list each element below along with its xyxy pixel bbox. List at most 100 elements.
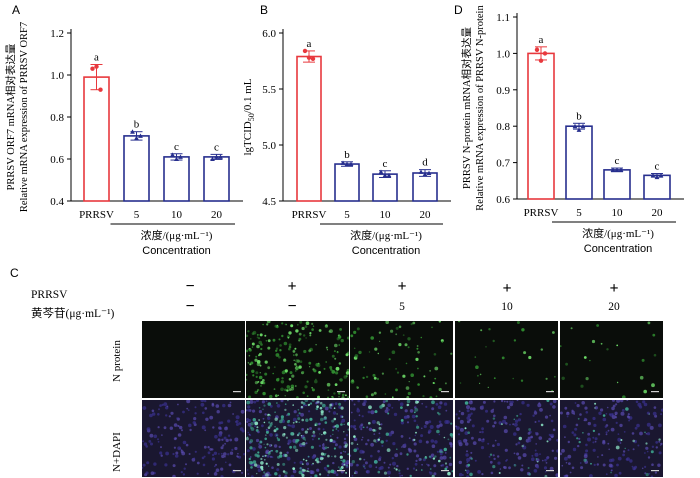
significance-letter: b (576, 110, 582, 122)
data-point (302, 48, 308, 54)
data-point (572, 123, 578, 129)
micrograph-cells (560, 400, 663, 477)
y-label-cn: PRRSV N-protein mRNA相对表达量 (460, 27, 473, 189)
data-point (90, 66, 95, 71)
significance-letter: b (344, 149, 350, 161)
prrsv-mark-3: + (397, 278, 407, 295)
micrograph-merge (142, 400, 245, 477)
bar (603, 169, 631, 200)
drug-mark-1: − (185, 298, 195, 315)
significance-letter: a (307, 38, 312, 50)
micrograph-cells (142, 400, 245, 477)
data-point (422, 171, 428, 177)
bar (83, 76, 110, 202)
micrograph-merge (455, 400, 558, 477)
panel-label-b: B (260, 3, 268, 17)
x-tick-label: 10 (171, 209, 183, 221)
scale-bar (337, 470, 345, 472)
significance-letter: b (134, 119, 140, 131)
y-tick-label: 0.8 (496, 121, 510, 133)
x-tick-label: 20 (420, 209, 432, 221)
micrograph-cells (233, 391, 241, 393)
significance-letter: c (214, 141, 219, 153)
x-label-en: Concentration (142, 245, 211, 257)
micrograph-n-protein (560, 321, 663, 398)
significance-letter: a (94, 52, 99, 64)
x-tick-label: 10 (612, 207, 624, 219)
panel-label-d: D (454, 3, 463, 17)
significance-letter: d (422, 157, 428, 169)
y-tick-label: 0.4 (50, 196, 64, 208)
data-point (576, 127, 582, 132)
bar (527, 52, 555, 200)
drug-conc-20: 20 (608, 301, 620, 313)
y-tick-label: 5.5 (262, 84, 276, 96)
scale-bar (651, 470, 659, 472)
data-point (534, 47, 540, 52)
x-tick-label: 5 (134, 209, 140, 221)
scale-bar (233, 391, 241, 393)
bar (163, 156, 190, 202)
drug-mark-2: − (287, 298, 297, 315)
x-tick-label: PRRSV (79, 209, 114, 221)
significance-letter: c (655, 161, 660, 173)
data-point (170, 152, 175, 157)
drug-conc-5: 5 (399, 301, 405, 313)
data-point (340, 160, 346, 165)
micrograph-n-protein (350, 321, 453, 398)
data-point (650, 172, 656, 178)
significance-letter: a (539, 34, 544, 46)
y-tick-label: 0.6 (50, 154, 64, 166)
x-tick-label: 20 (211, 209, 223, 221)
y-label-en: Relative mRNA expression of PRRSV ORF7 (19, 22, 30, 212)
micrograph-cells (457, 321, 556, 393)
y-tick-label: 1.0 (50, 70, 64, 82)
chart-d: D 0.6 0.7 0.8 0.9 1.0 1.1 a PRRSV b 5 c 10 c 20 浓度/(μg·… (454, 3, 684, 255)
x-tick-label: 5 (576, 207, 582, 219)
prrsv-mark-5: + (609, 280, 619, 297)
bar (372, 173, 398, 202)
scale-bar (651, 391, 659, 393)
data-point (542, 51, 548, 56)
panel-c: C PRRSV 黄芩苷(μg·mL⁻¹) − + + + + − − 5 10 … (0, 262, 700, 478)
micrograph-cells (350, 400, 453, 477)
data-point (348, 161, 354, 167)
bar (334, 163, 360, 202)
y-label-en: Relative mRNA expression of PRRSV N-prot… (475, 5, 486, 211)
x-tick-label: 5 (344, 209, 350, 221)
data-point (580, 123, 586, 129)
y-label-cn: PRRSV ORF7 mRNA相对表达量 (4, 43, 17, 190)
x-tick-label: 20 (652, 207, 664, 219)
scale-bar (441, 391, 449, 393)
scale-bar (441, 470, 449, 472)
data-point (344, 161, 350, 167)
data-point (130, 129, 135, 134)
data-point (210, 156, 215, 161)
x-label-cn: 浓度/(μg·mL⁻¹) (350, 228, 422, 242)
data-point (94, 64, 99, 69)
data-point (134, 135, 139, 140)
data-point (418, 169, 424, 174)
prrsv-mark-2: + (287, 278, 297, 295)
y-tick-label: 6.0 (262, 28, 276, 40)
y-label: lgTCID50/0.1 mL (242, 78, 256, 155)
panel-label-a: A (12, 3, 20, 17)
x-label-cn: 浓度/(μg·mL⁻¹) (582, 226, 654, 240)
data-point (310, 56, 316, 61)
micrograph-n-protein (455, 321, 558, 398)
bar (296, 55, 322, 202)
data-point (426, 170, 432, 175)
data-point (98, 87, 103, 92)
scale-bar (546, 470, 554, 472)
data-point (138, 133, 143, 138)
x-tick-label: 10 (380, 209, 392, 221)
data-point (214, 154, 219, 159)
significance-letter: c (615, 155, 620, 167)
scale-bar (546, 391, 554, 393)
y-tick-label: 1.0 (496, 48, 510, 60)
x-label-cn: 浓度/(μg·mL⁻¹) (141, 228, 213, 242)
y-tick-label: 1.1 (496, 12, 510, 24)
panel-label-c: C (10, 266, 19, 280)
data-point (174, 156, 179, 161)
significance-letter: c (383, 158, 388, 170)
